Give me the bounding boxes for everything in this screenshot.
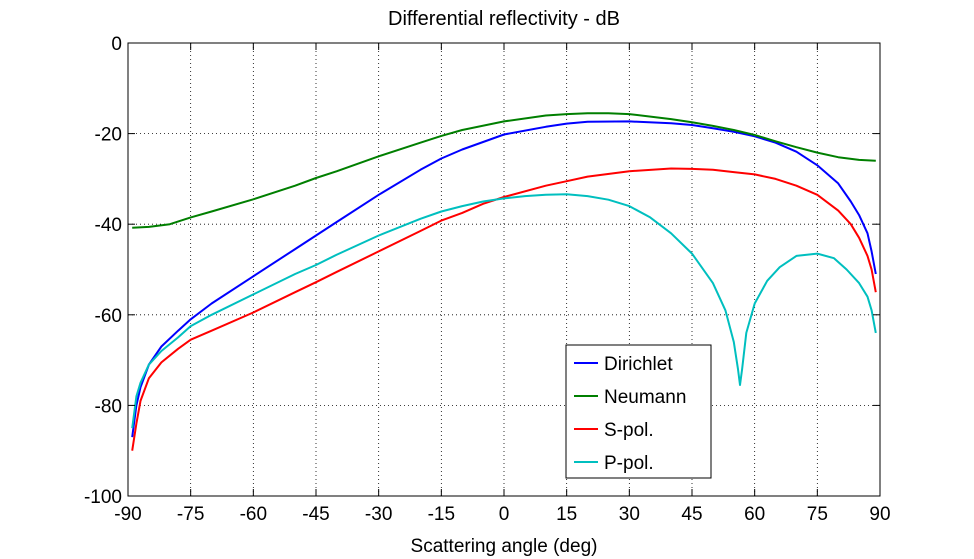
tick-labels: -90 -75 -60 -45 -30 -15 0 15 30 45 60 75 90 0 -20 -40 -6… (84, 34, 891, 525)
tick-marks (127, 42, 881, 497)
legend-box (565, 344, 712, 479)
legend: Dirichlet Neumann S-pol. P-pol. (565, 344, 712, 479)
y-tick-label: -60 (95, 306, 122, 327)
series-line-p-pol (131, 193, 877, 429)
x-tick-label: -30 (365, 504, 392, 525)
legend-label: P-pol. (604, 453, 654, 474)
x-axis-label: Scattering angle (deg) (411, 536, 598, 557)
series-line-s-pol (131, 167, 877, 451)
chart-title: Differential reflectivity - dB (388, 8, 620, 30)
x-tick-label: 90 (869, 504, 890, 525)
x-tick-label: 15 (556, 504, 577, 525)
plot-area (128, 43, 880, 496)
legend-label: Dirichlet (604, 354, 673, 375)
y-tick-label: -80 (95, 396, 122, 417)
y-tick-label: -20 (95, 125, 122, 146)
x-tick-label: 30 (619, 504, 640, 525)
series-line-dirichlet (131, 120, 877, 438)
x-tick-label: -75 (177, 504, 204, 525)
y-tick-label: -100 (84, 487, 122, 508)
x-tick-label: -90 (114, 504, 141, 525)
x-tick-label: 75 (807, 504, 828, 525)
x-tick-label: -45 (302, 504, 329, 525)
series-line-neumann (132, 112, 876, 229)
series-lines (131, 112, 877, 451)
x-tick-label: 60 (744, 504, 765, 525)
x-tick-label: 0 (499, 504, 510, 525)
legend-label: Neumann (604, 387, 686, 408)
x-tick-label: -60 (240, 504, 267, 525)
y-tick-label: 0 (111, 34, 122, 55)
x-tick-label: 45 (681, 504, 702, 525)
x-tick-label: -15 (428, 504, 455, 525)
y-tick-label: -40 (95, 215, 122, 236)
legend-label: S-pol. (604, 420, 654, 441)
